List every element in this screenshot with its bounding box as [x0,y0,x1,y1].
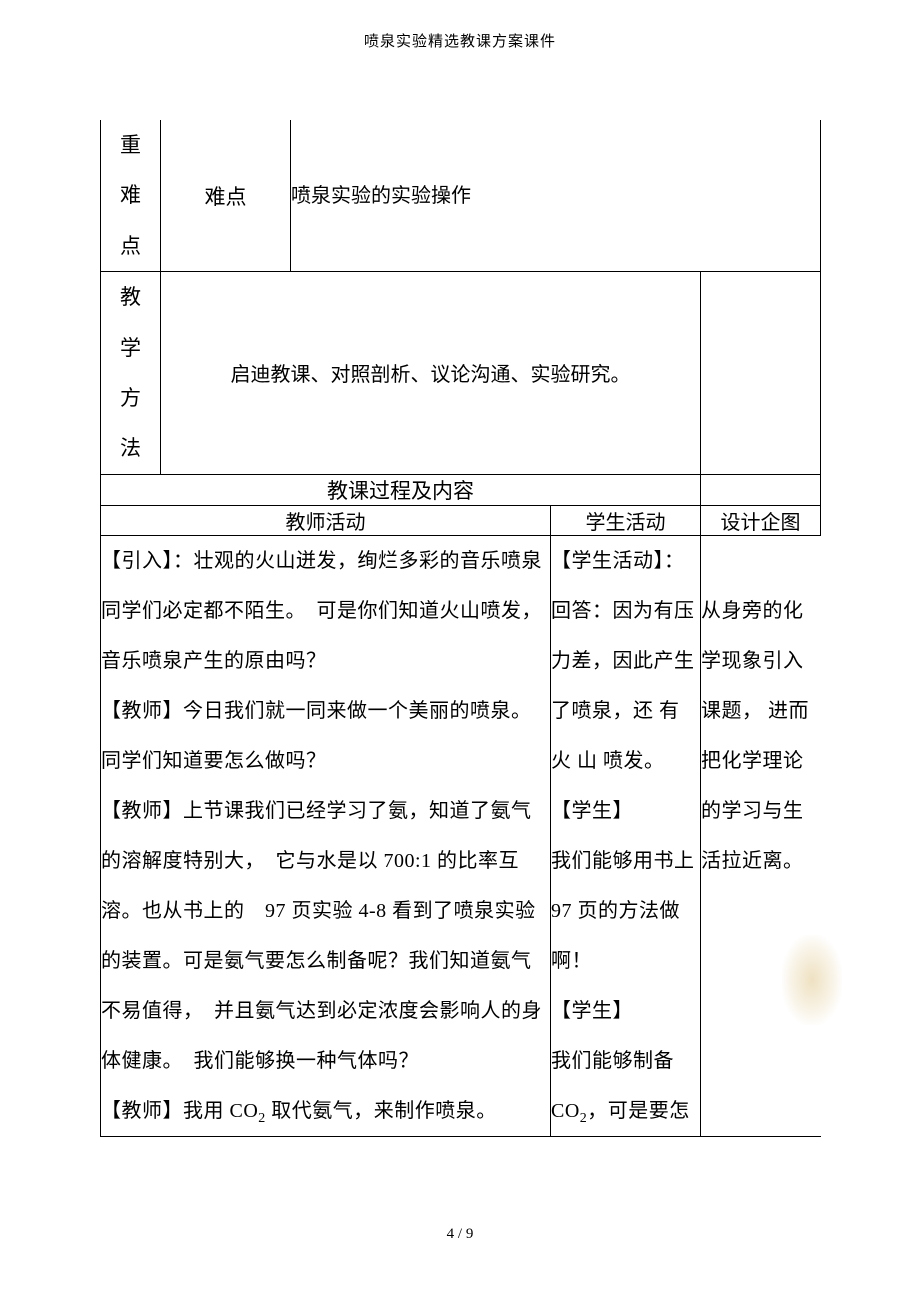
lesson-table: 重 难 点 难点 喷泉实验的实验操作 教 学 方 法 启迪教课、对照剖析、议论沟… [100,120,820,1137]
side-char: 难 [101,170,160,220]
method-spacer [701,272,821,475]
side-label-difficulty: 重 难 点 [101,120,161,272]
row-method: 教 学 方 法 启迪教课、对照剖析、议论沟通、实验研究。 [101,272,821,475]
col-header-student: 学生活动 [551,505,701,535]
section-title-spacer [701,474,821,505]
row-column-headers: 教师活动 学生活动 设计企图 [101,505,821,535]
section-title: 教课过程及内容 [101,474,701,505]
side-label-method: 教 学 方 法 [101,272,161,475]
side-char: 学 [101,323,160,373]
difficulty-label: 难点 [161,120,291,272]
row-difficulty: 重 难 点 难点 喷泉实验的实验操作 [101,120,821,272]
page: 喷泉实验精选教课方案课件 重 难 点 难点 喷泉实验的实验操作 [0,0,920,1303]
page-header-title: 喷泉实验精选教课方案课件 [0,30,920,51]
side-char: 教 [101,272,160,322]
col-header-teacher: 教师活动 [101,505,551,535]
page-number: 4 / 9 [0,1226,920,1243]
side-char: 点 [101,221,160,271]
teacher-activity-text: 【引入】：壮观的火山迸发，绚烂多彩的音乐喷泉同学们必定都不陌生。 可是你们知道火… [101,535,551,1136]
method-content: 启迪教课、对照剖析、议论沟通、实验研究。 [161,272,701,475]
side-char: 法 [101,423,160,473]
student-activity-text: 【学生活动】：回答：因为有压力差，因此产生了喷泉，还 有 火 山 喷发。【学生】… [551,535,701,1136]
row-section-title: 教课过程及内容 [101,474,821,505]
side-char: 重 [101,120,160,170]
side-char: 方 [101,373,160,423]
row-body: 【引入】：壮观的火山迸发，绚烂多彩的音乐喷泉同学们必定都不陌生。 可是你们知道火… [101,535,821,1136]
difficulty-content: 喷泉实验的实验操作 [291,120,821,272]
col-header-intent: 设计企图 [701,505,821,535]
design-intent-text: 从身旁的化学现象引入课题， 进而把化学理论的学习与生活拉近离。 [701,535,821,1136]
